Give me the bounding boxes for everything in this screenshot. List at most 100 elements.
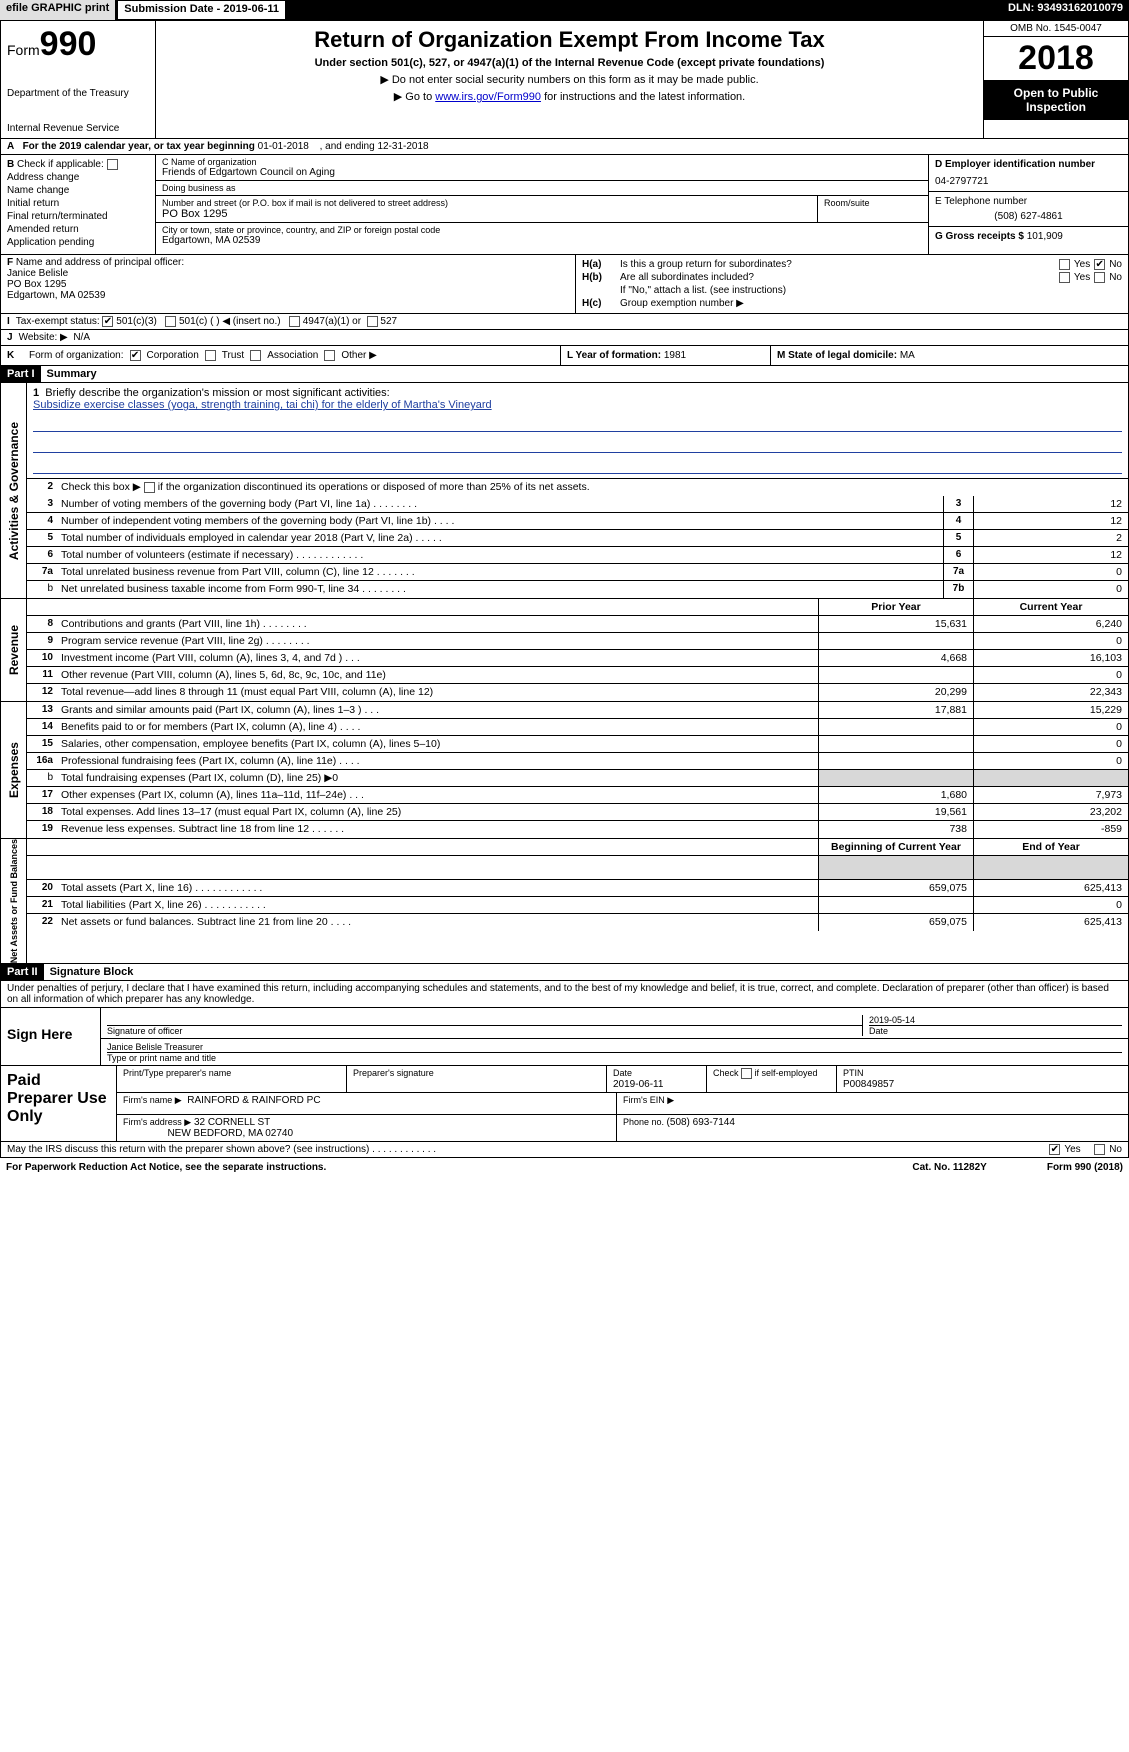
mission-text: Subsidize exercise classes (yoga, streng… <box>33 399 492 411</box>
h-section: H(a) Is this a group return for subordin… <box>576 255 1128 313</box>
line-9: 9Program service revenue (Part VIII, lin… <box>27 633 1128 650</box>
state-domicile: M State of legal domicile: MA <box>771 346 1128 365</box>
prep-name-hdr: Print/Type preparer's name <box>117 1066 347 1092</box>
goto-note: ▶ Go to www.irs.gov/Form990 for instruct… <box>166 90 973 103</box>
line-11: 11Other revenue (Part VIII, column (A), … <box>27 667 1128 684</box>
prep-ptin: PTINP00849857 <box>837 1066 1128 1092</box>
gross-cell: G Gross receipts $ 101,909 <box>929 227 1128 246</box>
hb-no[interactable] <box>1094 272 1105 283</box>
ha-no[interactable] <box>1094 259 1105 270</box>
line-16b: bTotal fundraising expenses (Part IX, co… <box>27 770 1128 787</box>
row-j: J Website: ▶ N/A <box>0 330 1129 346</box>
ein: 04-2797721 <box>935 176 1122 187</box>
side-netassets: Net Assets or Fund Balances <box>1 839 27 963</box>
line-12: 12Total revenue—add lines 8 through 11 (… <box>27 684 1128 701</box>
date-label: Date <box>869 1026 888 1036</box>
chk-501c[interactable] <box>165 316 176 327</box>
line-5: 5Total number of individuals employed in… <box>27 530 1128 547</box>
open-inspection: Open to Public Inspection <box>984 80 1128 120</box>
officer-street: PO Box 1295 <box>7 279 66 290</box>
col-c: C Name of organization Friends of Edgart… <box>156 155 928 254</box>
tax-year-end: 12-31-2018 <box>377 141 428 152</box>
hb-yes[interactable] <box>1059 272 1070 283</box>
discuss-yes[interactable] <box>1049 1144 1060 1155</box>
prep-date: Date2019-06-11 <box>607 1066 707 1092</box>
paid-preparer: Paid Preparer Use Only Print/Type prepar… <box>1 1065 1128 1141</box>
line-21: 21Total liabilities (Part X, line 26) . … <box>27 897 1128 914</box>
chk-corp[interactable] <box>130 350 141 361</box>
ein-cell: D Employer identification number 04-2797… <box>929 155 1128 192</box>
section-revenue: Revenue Prior YearCurrent Year 8Contribu… <box>0 599 1129 702</box>
header-center: Return of Organization Exempt From Incom… <box>156 21 983 138</box>
line-20: 20Total assets (Part X, line 16) . . . .… <box>27 880 1128 897</box>
line-19: 19Revenue less expenses. Subtract line 1… <box>27 821 1128 838</box>
street-cell: Number and street (or P.O. box if mail i… <box>156 196 818 222</box>
section-netassets: Net Assets or Fund Balances Beginning of… <box>0 839 1129 964</box>
org-name: Friends of Edgartown Council on Aging <box>162 167 922 178</box>
discuss-no[interactable] <box>1094 1144 1105 1155</box>
chk-final-return: Final return/terminated <box>7 211 149 222</box>
line-22: 22Net assets or fund balances. Subtract … <box>27 914 1128 931</box>
line-7a: 7aTotal unrelated business revenue from … <box>27 564 1128 581</box>
line-6: 6Total number of volunteers (estimate if… <box>27 547 1128 564</box>
section-governance: Activities & Governance 1 Briefly descri… <box>0 383 1129 599</box>
header-left: Form990 Department of the Treasury Inter… <box>1 21 156 138</box>
line-14: 14Benefits paid to or for members (Part … <box>27 719 1128 736</box>
chk-other[interactable] <box>324 350 335 361</box>
name-title-label: Type or print name and title <box>107 1053 216 1063</box>
chk-501c3[interactable] <box>102 316 113 327</box>
chk-4947[interactable] <box>289 316 300 327</box>
part1-header: Part I Summary <box>0 366 1129 383</box>
firm-phone: Phone no. (508) 693-7144 <box>617 1115 1128 1141</box>
website: N/A <box>73 332 90 343</box>
tax-year: 2018 <box>984 37 1128 80</box>
dba-cell: Doing business as <box>156 181 928 196</box>
top-bar: efile GRAPHIC print Submission Date - 20… <box>0 0 1129 20</box>
principal-officer: F Name and address of principal officer:… <box>1 255 576 313</box>
efile-badge: efile GRAPHIC print <box>0 0 115 20</box>
firm-address: Firm's address ▶ 32 CORNELL ST NEW BEDFO… <box>117 1115 617 1141</box>
room-cell: Room/suite <box>818 196 928 222</box>
chk-assoc[interactable] <box>250 350 261 361</box>
irs: Internal Revenue Service <box>7 123 149 134</box>
bottom-line: For Paperwork Reduction Act Notice, see … <box>0 1158 1129 1177</box>
tax-year-begin: 01-01-2018 <box>258 141 309 152</box>
prep-selfemp: Check if self-employed <box>707 1066 837 1092</box>
chk-trust[interactable] <box>205 350 216 361</box>
chk-discontinued[interactable] <box>144 482 155 493</box>
chk-initial-return: Initial return <box>7 198 149 209</box>
line-13: 13Grants and similar amounts paid (Part … <box>27 702 1128 719</box>
chk-amended: Amended return <box>7 224 149 235</box>
ha-yes[interactable] <box>1059 259 1070 270</box>
officer-name: Janice Belisle <box>7 268 68 279</box>
gross-receipts: 101,909 <box>1027 231 1063 242</box>
section-expenses: Expenses 13Grants and similar amounts pa… <box>0 702 1129 839</box>
row-klm: K Form of organization: Corporation Trus… <box>0 346 1129 366</box>
line-3: 3Number of voting members of the governi… <box>27 496 1128 513</box>
pra-notice: For Paperwork Reduction Act Notice, see … <box>6 1162 326 1173</box>
checkbox-applicable[interactable] <box>107 159 118 170</box>
sign-date: 2019-05-14 <box>869 1015 1122 1026</box>
city-cell: City or town, state or province, country… <box>156 223 928 248</box>
line-7b: bNet unrelated business taxable income f… <box>27 581 1128 598</box>
form-title: Return of Organization Exempt From Incom… <box>166 27 973 53</box>
street: PO Box 1295 <box>162 208 811 220</box>
line-1: 1 Briefly describe the organization's mi… <box>27 383 1128 479</box>
city: Edgartown, MA 02539 <box>162 235 922 246</box>
prep-sig-hdr: Preparer's signature <box>347 1066 607 1092</box>
form-no-footer: Form 990 (2018) <box>1047 1162 1123 1173</box>
ssn-note: ▶ Do not enter social security numbers o… <box>166 73 973 86</box>
chk-527[interactable] <box>367 316 378 327</box>
irs-link[interactable]: www.irs.gov/Form990 <box>435 91 541 103</box>
chk-address-change: Address change <box>7 172 149 183</box>
discuss-row: May the IRS discuss this return with the… <box>0 1142 1129 1158</box>
block-fh: F Name and address of principal officer:… <box>0 255 1129 314</box>
chk-self-employed[interactable] <box>741 1068 752 1079</box>
side-expenses: Expenses <box>1 702 27 838</box>
dept-treasury: Department of the Treasury <box>7 88 149 99</box>
chk-application-pending: Application pending <box>7 237 149 248</box>
year-formation: L Year of formation: 1981 <box>561 346 771 365</box>
form-header: Form990 Department of the Treasury Inter… <box>0 20 1129 139</box>
line-15: 15Salaries, other compensation, employee… <box>27 736 1128 753</box>
line-8: 8Contributions and grants (Part VIII, li… <box>27 616 1128 633</box>
